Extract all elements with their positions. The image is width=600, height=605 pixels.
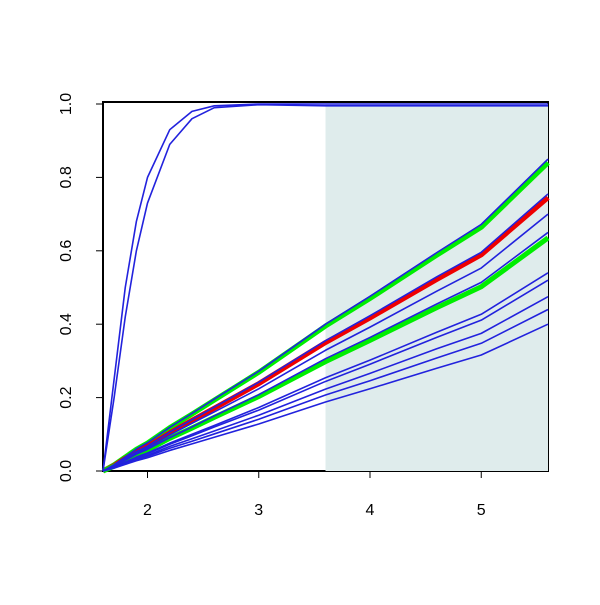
y-tick-label: 0.4 [58,313,75,335]
curve [102,213,549,472]
x-tick-label: 2 [143,502,152,519]
y-tick-label: 0.2 [58,386,75,408]
curve [102,323,549,472]
x-tick-label: 4 [366,502,375,519]
y-tick-label: 0.0 [58,460,75,482]
curve [102,103,548,472]
curve [102,158,549,472]
x-tick-label: 3 [254,502,263,519]
shaded-region [325,104,548,471]
y-tick-label: 0.8 [58,166,75,188]
curve [102,231,549,472]
y-tick-label: 1.0 [58,93,75,115]
curve [102,103,548,472]
x-tick-label: 5 [477,502,486,519]
y-tick-label: 0.6 [58,240,75,262]
